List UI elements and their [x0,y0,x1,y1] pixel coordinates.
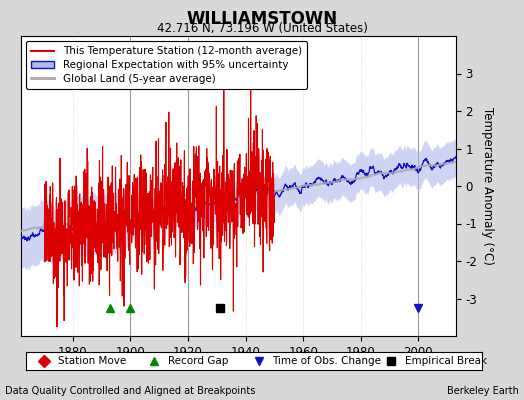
Text: Data Quality Controlled and Aligned at Breakpoints: Data Quality Controlled and Aligned at B… [5,386,256,396]
Text: Record Gap: Record Gap [168,356,228,366]
Text: Station Move: Station Move [58,356,126,366]
Text: Time of Obs. Change: Time of Obs. Change [272,356,381,366]
Text: WILLIAMSTOWN: WILLIAMSTOWN [187,10,337,28]
Legend: This Temperature Station (12-month average), Regional Expectation with 95% uncer: This Temperature Station (12-month avera… [26,41,307,89]
Y-axis label: Temperature Anomaly (°C): Temperature Anomaly (°C) [481,107,494,265]
Text: Empirical Break: Empirical Break [405,356,487,366]
Text: 42.716 N, 73.196 W (United States): 42.716 N, 73.196 W (United States) [157,22,367,35]
Text: Berkeley Earth: Berkeley Earth [447,386,519,396]
